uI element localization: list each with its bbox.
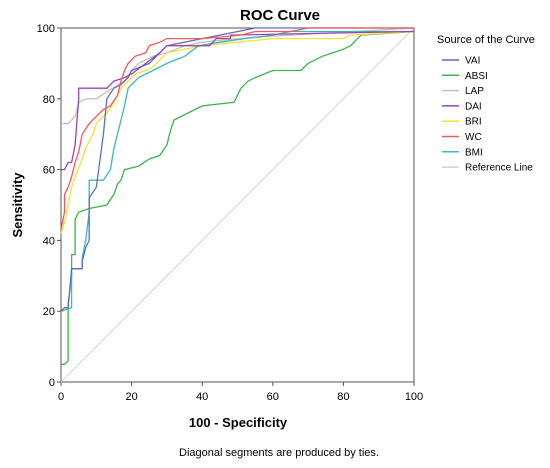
x-axis-title: 100 - Specificity — [189, 415, 288, 430]
series-line-dai — [61, 30, 415, 171]
y-tick-label: 100 — [37, 23, 55, 35]
legend-label: VAI — [465, 56, 480, 67]
series-line-absi — [61, 30, 415, 365]
legend-label: BMI — [465, 147, 483, 158]
series-line-reference-line — [60, 27, 415, 383]
legend: VAI ABSI LAP DAI BRI WC BMI Reference Line — [442, 56, 533, 174]
series-line-bmi — [60, 30, 414, 312]
series-line-wc — [60, 27, 414, 230]
x-tick-label: 100 — [405, 391, 423, 403]
legend-label: ABSI — [465, 71, 488, 82]
series-lines — [60, 27, 415, 383]
x-tick-label: 40 — [196, 391, 208, 403]
legend-title: Source of the Curve — [437, 34, 535, 46]
y-tick-label: 60 — [43, 165, 55, 177]
y-axis-title: Sensitivity — [10, 172, 25, 238]
y-tick-label: 80 — [43, 94, 55, 106]
legend-label: WC — [465, 132, 482, 143]
y-tick-label: 0 — [49, 377, 55, 389]
legend-label: Reference Line — [465, 163, 533, 174]
y-tick-label: 40 — [43, 235, 55, 247]
x-tick-label: 80 — [337, 391, 349, 403]
x-tick-label: 20 — [125, 391, 137, 403]
series-line-bri — [60, 30, 415, 234]
legend-label: BRI — [465, 117, 482, 128]
x-tick-label: 60 — [267, 391, 279, 403]
legend-label: DAI — [465, 101, 482, 112]
series-line-vai — [60, 27, 414, 312]
footnote: Diagonal segments are produced by ties. — [179, 447, 379, 459]
x-tick-label: 0 — [58, 391, 64, 403]
axis-ticks: 0 20 40 60 80 100 0 20 40 60 80 100 — [37, 23, 424, 403]
chart-title: ROC Curve — [240, 7, 320, 24]
y-tick-label: 20 — [43, 306, 55, 318]
legend-label: LAP — [465, 86, 484, 97]
